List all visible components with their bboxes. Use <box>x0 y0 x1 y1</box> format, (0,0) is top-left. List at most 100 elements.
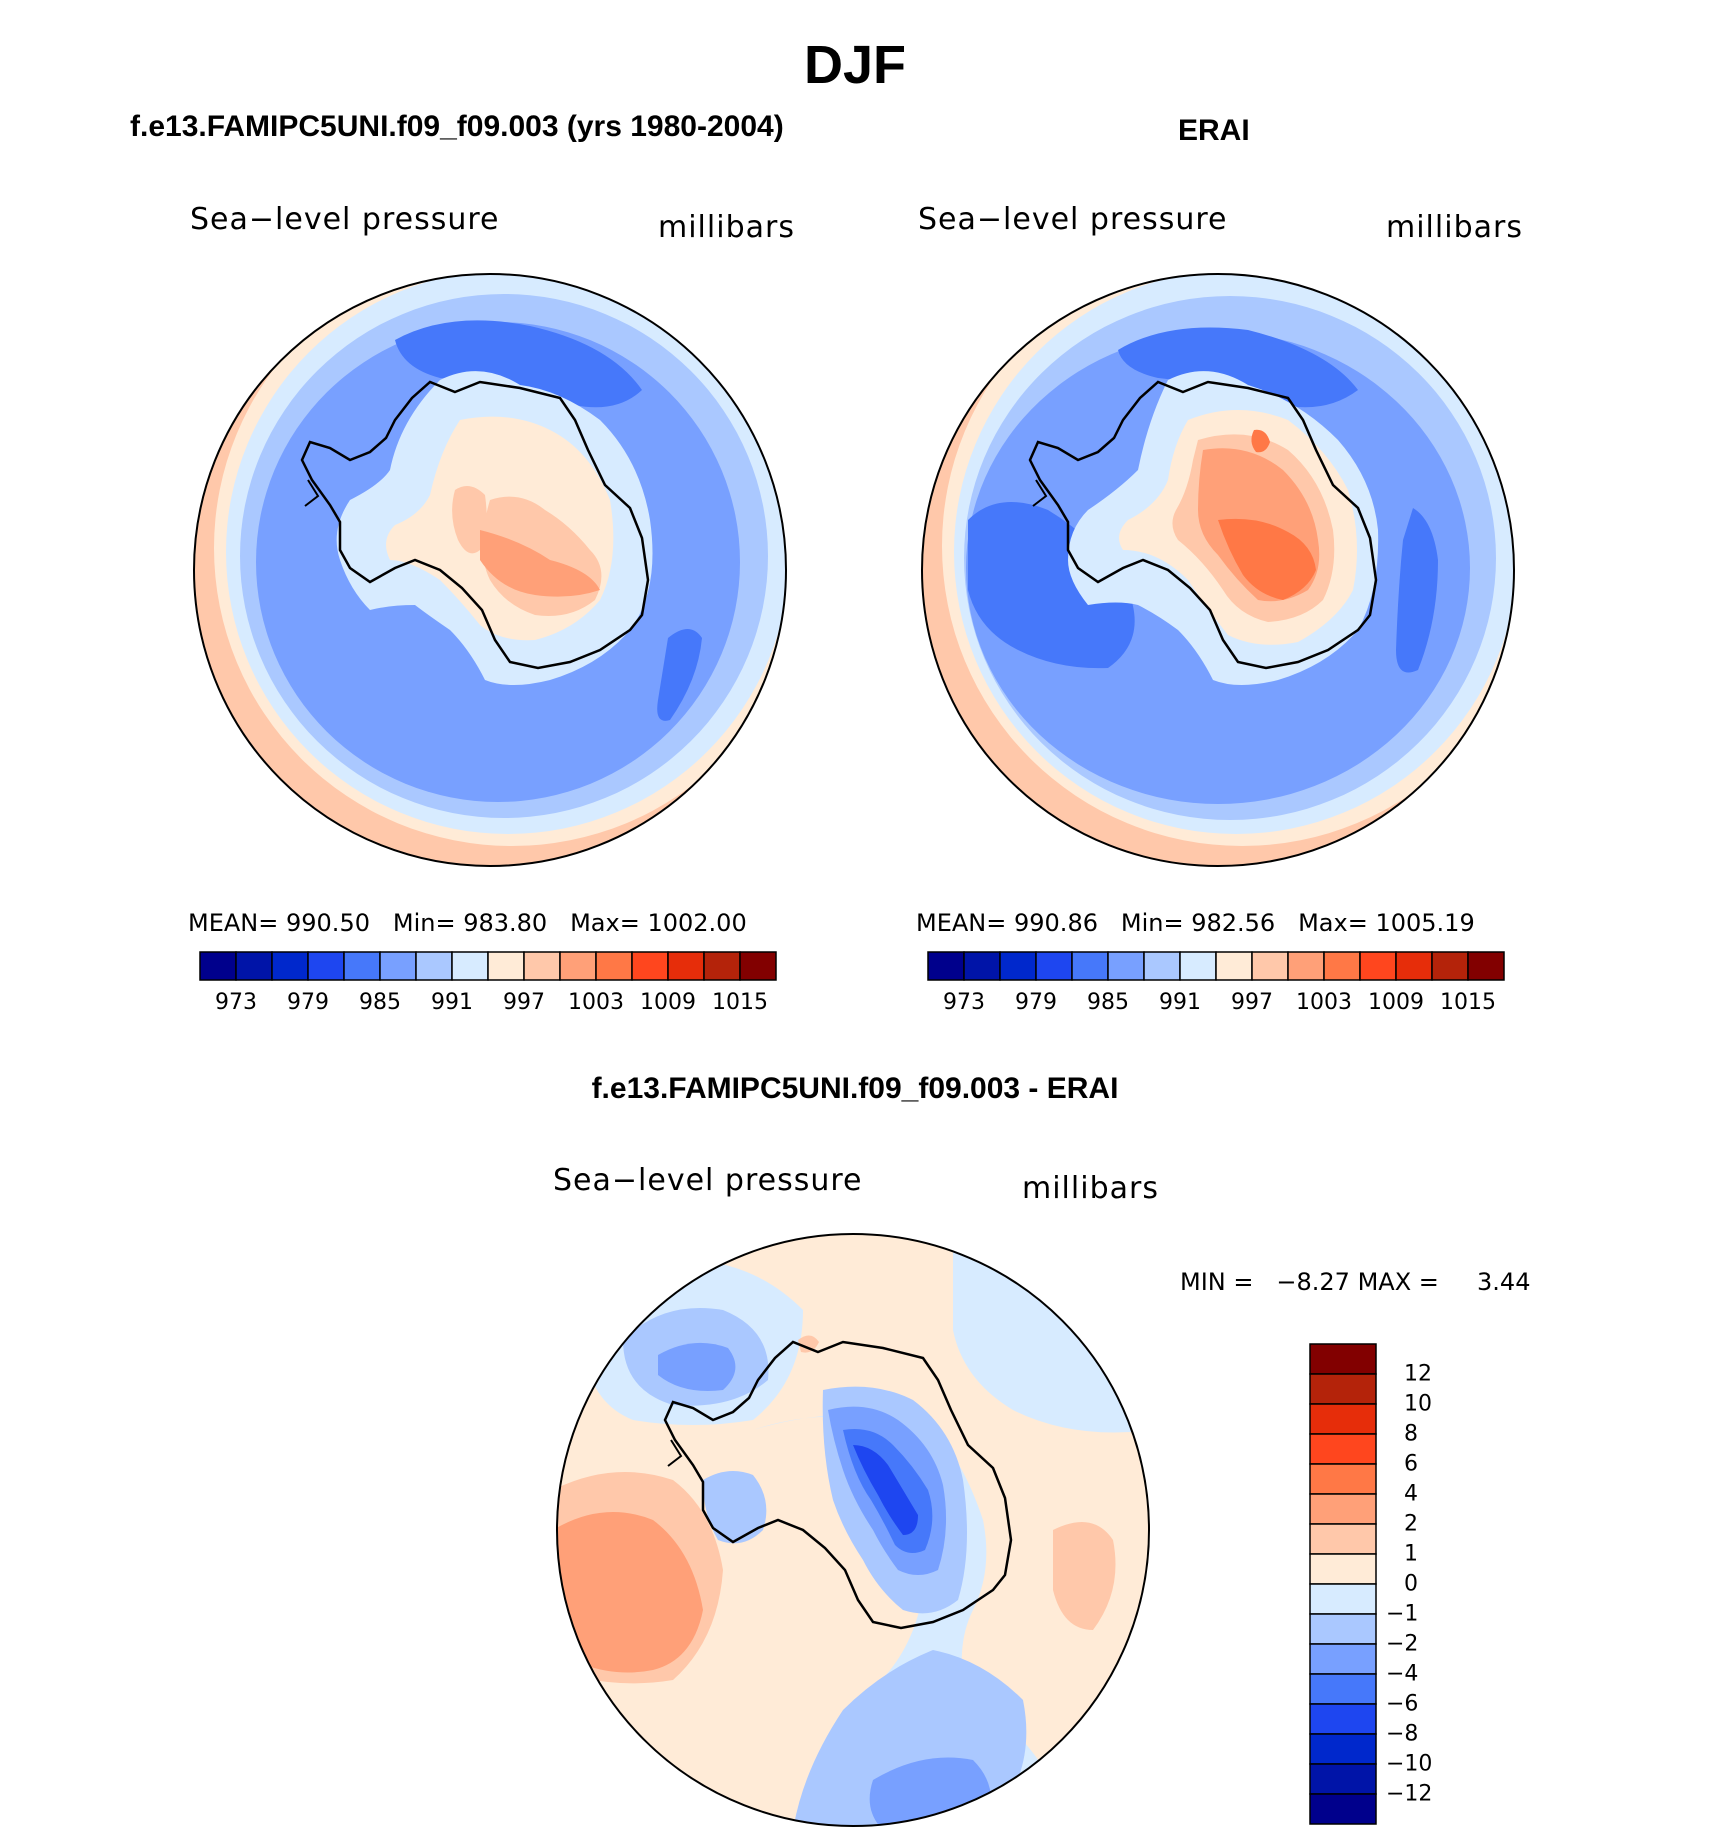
panel-1-colorbar-swatch <box>271 951 309 981</box>
panel-3-colorbar-tick-label: 10 <box>1404 1391 1432 1417</box>
panel-1-colorbar-swatch <box>343 951 381 981</box>
panel-3-colorbar-swatch <box>1309 1553 1377 1585</box>
panel-2-colorbar-swatch <box>963 951 1001 981</box>
panel-1-mean-label: MEAN= <box>188 909 279 937</box>
panel-3-colorbar-swatch <box>1309 1733 1377 1765</box>
panel-2-colorbar-tick-label: 997 <box>1231 990 1273 1015</box>
panel-2-colorbar-swatch <box>1395 951 1433 981</box>
panel-3-min-label: MIN = <box>1180 1268 1254 1296</box>
panel-2-colorbar-swatch <box>1179 951 1217 981</box>
panel-1-colorbar-tick-label: 985 <box>359 990 401 1015</box>
panel-3-max-label: MAX = <box>1357 1268 1439 1296</box>
panel-2-variable-label: Sea−level pressure <box>918 202 1228 237</box>
panel-3-colorbar-tick-label: 12 <box>1404 1361 1432 1387</box>
panel-1-colorbar-tick-label: 979 <box>287 990 329 1015</box>
panel-1-colorbar-tick-label: 1003 <box>568 990 624 1015</box>
panel-3-title: f.e13.FAMIPC5UNI.f09_f09.003 - ERAI <box>591 1072 1119 1105</box>
panel-2-colorbar-swatch <box>1431 951 1469 981</box>
panel-1-colorbar-swatch <box>451 951 489 981</box>
panel-1-title: f.e13.FAMIPC5UNI.f09_f09.003 (yrs 1980-2… <box>130 110 784 143</box>
panel-3-colorbar-tick-label: 2 <box>1404 1511 1418 1537</box>
panel-1-min-label: Min= <box>392 909 456 937</box>
panel-2-colorbar-tick-label: 991 <box>1159 990 1201 1015</box>
panel-3-colorbar-swatch <box>1309 1643 1377 1675</box>
panel-3-stats: MIN = −8.27 MAX = 3.44 <box>1180 1268 1530 1296</box>
panel-2-max-value: 1005.19 <box>1375 909 1475 937</box>
panel-2-colorbar-tick-label: 979 <box>1015 990 1057 1015</box>
panel-2-colorbar-tick-label: 973 <box>943 990 985 1015</box>
panel-1-colorbar-tick-label: 1009 <box>640 990 696 1015</box>
panel-2-stats: MEAN= 990.86 Min= 982.56 Max= 1005.19 <box>916 909 1475 937</box>
panel-1-colorbar-swatch <box>631 951 669 981</box>
panel-2-map <box>921 273 1515 867</box>
panel-1-colorbar-swatch <box>667 951 705 981</box>
panel-3-colorbar-swatch <box>1309 1673 1377 1705</box>
panel-2-max-label: Max= <box>1298 909 1368 937</box>
panel-2-mean-label: MEAN= <box>916 909 1007 937</box>
panel-3-colorbar-tick-label: 8 <box>1404 1421 1418 1447</box>
panel-3-colorbar-tick-label: −8 <box>1386 1721 1419 1747</box>
panel-2-mean-value: 990.86 <box>1014 909 1098 937</box>
figure-title: DJF <box>803 35 906 95</box>
panel-3-colorbar-swatch <box>1309 1613 1377 1645</box>
panel-1-mean-value: 990.50 <box>286 909 370 937</box>
panel-3-colorbar-swatch <box>1309 1403 1377 1435</box>
panel-1-colorbar <box>199 951 777 981</box>
panel-2-colorbar-swatch <box>1323 951 1361 981</box>
panel-1-colorbar-swatch <box>703 951 741 981</box>
panel-1-map <box>193 273 787 867</box>
panel-3-colorbar-swatch <box>1309 1463 1377 1495</box>
panel-1-colorbar-swatch <box>487 951 525 981</box>
panel-2-colorbar-tick-label: 985 <box>1087 990 1129 1015</box>
panel-1-colorbar-ticks: 973 979 985 991 997 1003 1009 1015 <box>200 990 776 1020</box>
panel-1-max-label: Max= <box>570 909 640 937</box>
panel-3-colorbar-swatch <box>1309 1583 1377 1615</box>
panel-2-colorbar-swatch <box>1467 951 1505 981</box>
panel-3-colorbar-tick-label: 4 <box>1404 1481 1418 1507</box>
panel-3-colorbar-tick-label: 1 <box>1404 1541 1418 1567</box>
panel-2-colorbar-swatch <box>1215 951 1253 981</box>
panel-3-colorbar-swatch <box>1309 1343 1377 1375</box>
panel-3-colorbar-swatch <box>1309 1493 1377 1525</box>
panel-3-units-label: millibars <box>1022 1171 1159 1206</box>
panel-1-colorbar-swatch <box>523 951 561 981</box>
panel-1-max-value: 1002.00 <box>647 909 747 937</box>
panel-1-colorbar-swatch <box>307 951 345 981</box>
panel-3-colorbar-tick-label: −4 <box>1386 1661 1419 1687</box>
panel-1-colorbar-tick-label: 997 <box>503 990 545 1015</box>
panel-2-colorbar-tick-label: 1009 <box>1368 990 1424 1015</box>
panel-3-colorbar-swatch <box>1309 1763 1377 1795</box>
panel-2-colorbar-swatch <box>1287 951 1325 981</box>
panel-3-colorbar-tick-label: −10 <box>1386 1751 1433 1777</box>
panel-1-colorbar-swatch <box>559 951 597 981</box>
panel-3-max-value: 3.44 <box>1477 1268 1531 1296</box>
panel-1-variable-label: Sea−level pressure <box>190 202 500 237</box>
panel-3-colorbar-swatch <box>1309 1703 1377 1735</box>
panel-3-colorbar-ticks: 12 10 8 6 4 2 1 0 −1 −2 −4 −6 −8 −10 −12 <box>1386 1344 1470 1824</box>
panel-1-units-label: millibars <box>658 210 795 245</box>
panel-2-colorbar-ticks: 973 979 985 991 997 1003 1009 1015 <box>928 990 1504 1020</box>
panel-1-colorbar-swatch <box>199 951 237 981</box>
panel-1-colorbar-swatch <box>235 951 273 981</box>
panel-2-colorbar-swatch <box>999 951 1037 981</box>
panel-3-variable-label: Sea−level pressure <box>553 1163 863 1198</box>
panel-1-colorbar-tick-label: 1015 <box>712 990 768 1015</box>
panel-2-colorbar-swatch <box>1071 951 1109 981</box>
panel-2-colorbar-swatch <box>1143 951 1181 981</box>
panel-2-units-label: millibars <box>1386 210 1523 245</box>
panel-2-colorbar-swatch <box>1359 951 1397 981</box>
panel-1-colorbar-tick-label: 991 <box>431 990 473 1015</box>
panel-1-colorbar-tick-label: 973 <box>215 990 257 1015</box>
panel-3-colorbar-tick-label: 6 <box>1404 1451 1418 1477</box>
panel-3-colorbar-swatch <box>1309 1433 1377 1465</box>
panel-3-colorbar-tick-label: −1 <box>1386 1601 1419 1627</box>
panel-3-colorbar <box>1309 1343 1377 1825</box>
panel-2-colorbar <box>927 951 1505 981</box>
panel-3-colorbar-swatch <box>1309 1523 1377 1555</box>
panel-2-colorbar-swatch <box>1035 951 1073 981</box>
panel-1-colorbar-swatch <box>595 951 633 981</box>
panel-3-colorbar-swatch <box>1309 1373 1377 1405</box>
panel-2-colorbar-swatch <box>1251 951 1289 981</box>
panel-3-colorbar-tick-label: 0 <box>1404 1571 1418 1597</box>
panel-1-colorbar-swatch <box>379 951 417 981</box>
